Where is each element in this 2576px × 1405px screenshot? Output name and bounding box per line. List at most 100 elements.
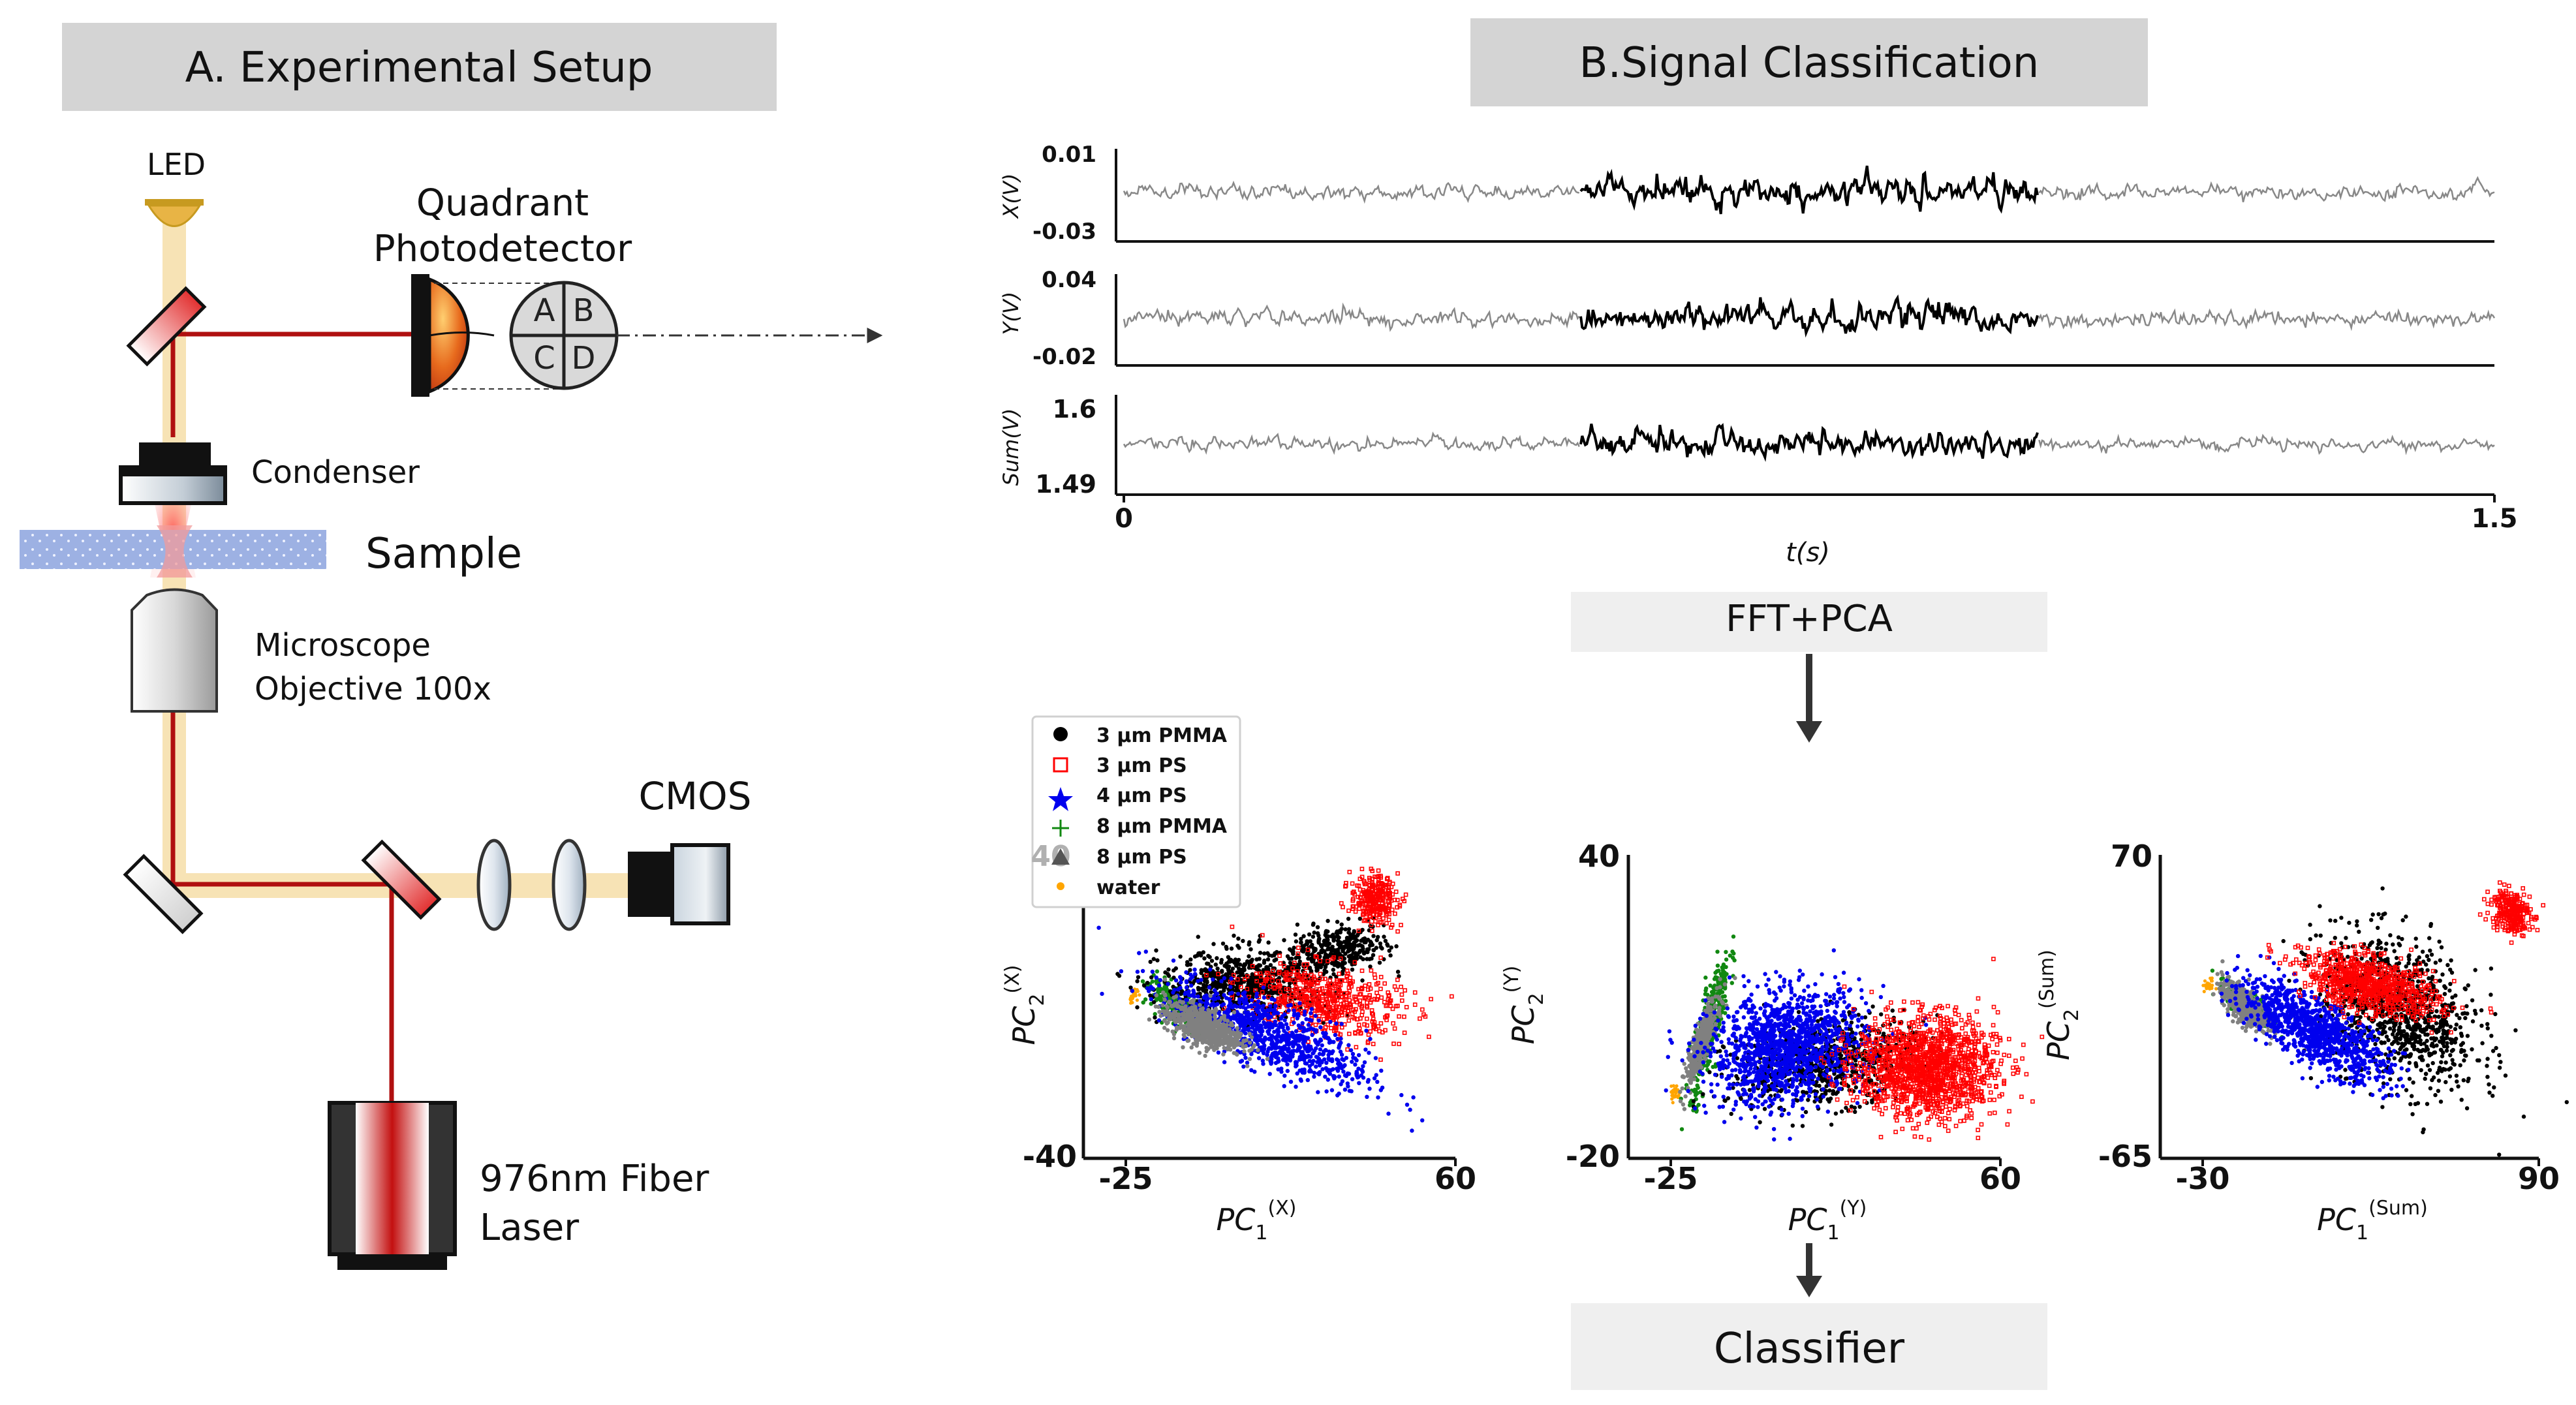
scatter-point xyxy=(1135,1005,1140,1010)
scatter-point xyxy=(1337,935,1341,940)
scatter-point xyxy=(1211,1026,1215,1030)
scatter-point xyxy=(1268,1021,1273,1026)
scatter-point xyxy=(1337,1074,1341,1079)
scatter-point xyxy=(1342,1087,1348,1092)
scatter-point xyxy=(1427,1034,1431,1040)
scatter-point xyxy=(1294,1064,1298,1069)
scatter-point xyxy=(1262,1020,1266,1025)
scatter-point xyxy=(1216,1050,1221,1055)
scatter-point xyxy=(1285,954,1290,959)
panel-b-title: B.Signal Classification xyxy=(1579,39,2040,87)
scatter-point xyxy=(1239,996,1245,1002)
scatter-point xyxy=(1716,968,1721,973)
scatter-point xyxy=(1370,876,1374,881)
scatter-point xyxy=(1218,1036,1222,1040)
scatter-point xyxy=(1307,966,1312,970)
scatter-point xyxy=(1142,983,1147,988)
scatter-point xyxy=(1370,929,1374,933)
trace-x-ytick-bottom: -0.03 xyxy=(1032,219,1096,245)
scatter-point xyxy=(1234,1004,1239,1009)
scatter-point xyxy=(1285,1025,1290,1030)
scatter-point xyxy=(1304,942,1309,947)
scatter-point xyxy=(1376,923,1380,927)
scatter-point xyxy=(1352,929,1356,934)
detector-label-line2: Photodetector xyxy=(373,228,632,270)
scatter-point xyxy=(1318,1070,1322,1075)
scatter-point xyxy=(1348,953,1352,959)
scatter-point xyxy=(1847,1010,1852,1015)
scatter-point xyxy=(1376,1095,1380,1100)
scatter-point xyxy=(1345,1047,1350,1052)
quadrant-b-label: B xyxy=(573,292,595,329)
scatter-point xyxy=(1285,1068,1290,1073)
scatter-point xyxy=(1329,961,1335,966)
scatter-point xyxy=(1722,982,1728,987)
scatter-point xyxy=(1192,1006,1197,1011)
trace-background-segment xyxy=(2038,176,2495,203)
scatter-point xyxy=(1386,1111,1391,1116)
scatter-point xyxy=(1673,1090,1677,1094)
scatter-point xyxy=(1400,998,1404,1003)
scatter-point xyxy=(1318,991,1323,995)
scatter-point xyxy=(1316,933,1321,938)
quadrant-diagram: A B C D xyxy=(509,281,619,390)
scatter-point xyxy=(1237,946,1241,950)
scatter-point xyxy=(1272,958,1277,963)
scatter-point xyxy=(1190,1029,1196,1034)
scatter-point xyxy=(1392,984,1397,989)
scatter-point xyxy=(1352,889,1356,894)
scatter-point xyxy=(1718,977,1722,981)
scatter-point xyxy=(1261,985,1266,990)
legend-label-3um-ps: 3 μm PS xyxy=(1096,754,1187,777)
scatter-point xyxy=(1220,1031,1225,1036)
scatter-point xyxy=(1256,963,1262,968)
scatter-point xyxy=(1678,1099,1683,1104)
scatter-point xyxy=(1368,1036,1373,1042)
scatter-point xyxy=(1312,1074,1316,1079)
scatter-point xyxy=(1215,956,1219,961)
scatter-point xyxy=(1450,994,1454,999)
scatter-point xyxy=(1729,1111,1733,1117)
scatter-point xyxy=(1172,1011,1177,1015)
scatter-point xyxy=(1337,929,1342,933)
scatter-point xyxy=(1254,957,1259,962)
scatter-point xyxy=(1239,985,1243,989)
scatter-point xyxy=(1203,1053,1207,1058)
scatter-point xyxy=(1333,1032,1338,1038)
scatter-point xyxy=(1272,998,1277,1002)
scatter-point xyxy=(1345,1009,1350,1013)
scatter-point xyxy=(1353,1031,1358,1036)
scatter-point xyxy=(1225,1008,1230,1013)
scatter-point xyxy=(1280,1047,1285,1053)
scatter-point xyxy=(1247,1057,1252,1062)
scatter-point xyxy=(1254,971,1259,976)
scatter-point xyxy=(1200,1030,1205,1034)
scatter-point xyxy=(1368,965,1373,969)
scatter-point xyxy=(1221,1002,1226,1007)
scatter-point xyxy=(1234,988,1239,993)
scatter-point xyxy=(1373,1056,1378,1060)
scatter-point xyxy=(1315,1060,1320,1064)
scatter-point xyxy=(1294,939,1299,944)
scatter-point xyxy=(1284,1042,1290,1047)
scatter-point xyxy=(1322,949,1327,953)
scatter-point xyxy=(1235,1036,1240,1041)
scatter-point xyxy=(1230,1015,1235,1020)
scatter-point xyxy=(1148,959,1153,965)
scatter-point xyxy=(1705,1064,1709,1068)
scatter-point xyxy=(1134,994,1138,998)
trace-background-segment xyxy=(1123,431,1580,455)
scatter-point xyxy=(1181,1032,1187,1037)
scatter-y: -25 60 40 -20 PC1(Y) PC2(Y) xyxy=(1500,839,2045,1244)
scatter-point xyxy=(1365,1016,1369,1021)
scatter-point xyxy=(1329,934,1334,939)
scatter-point xyxy=(1312,930,1316,935)
scatter-point xyxy=(1232,1031,1236,1036)
scatter-point xyxy=(1389,923,1395,927)
scatter-point xyxy=(1259,1030,1264,1035)
scatter-point xyxy=(1229,976,1234,981)
scatter-point xyxy=(1291,949,1296,954)
scatter-point xyxy=(1688,1103,1692,1107)
scatter-point xyxy=(1707,996,1712,1002)
scatter-point xyxy=(1346,908,1351,913)
